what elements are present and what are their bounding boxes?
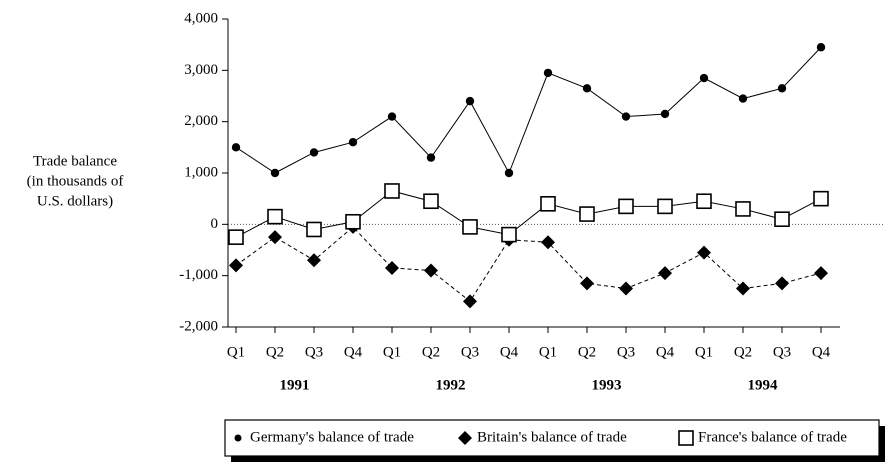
marker xyxy=(814,266,828,281)
marker xyxy=(504,168,514,178)
y-tick-label: 0 xyxy=(211,216,219,232)
marker xyxy=(268,230,282,245)
marker xyxy=(348,138,358,147)
marker xyxy=(582,84,592,93)
series-line xyxy=(235,226,822,303)
marker xyxy=(424,263,438,278)
marker xyxy=(384,183,400,199)
legend-marker xyxy=(458,431,472,445)
marker xyxy=(777,84,787,93)
legend: Germany's balance of trade Britain's bala… xyxy=(224,419,885,462)
marker xyxy=(306,221,322,238)
x-tick-label: Q4 xyxy=(500,344,519,360)
marker xyxy=(658,266,672,281)
marker xyxy=(657,198,673,215)
marker xyxy=(229,258,243,273)
marker xyxy=(696,193,712,210)
group-label: 1991 xyxy=(280,377,310,393)
marker xyxy=(463,294,477,309)
y-tick-label: 3,000 xyxy=(184,62,218,78)
marker xyxy=(579,206,595,222)
x-tick-label: Q3 xyxy=(773,344,791,360)
group-label: 1993 xyxy=(592,377,622,393)
marker xyxy=(774,211,790,227)
legend-marker xyxy=(234,434,242,442)
marker xyxy=(541,235,555,250)
marker xyxy=(736,281,750,296)
marker xyxy=(462,219,478,235)
marker xyxy=(697,245,711,260)
marker xyxy=(385,260,399,275)
y-tick-label: 2,000 xyxy=(184,113,218,129)
marker xyxy=(309,148,319,157)
marker xyxy=(660,109,670,119)
marker xyxy=(267,208,283,225)
y-axis-label: (in thousands of xyxy=(27,173,124,189)
marker xyxy=(813,190,829,207)
group-label: 1994 xyxy=(748,377,779,393)
marker xyxy=(426,153,436,162)
y-tick-label: 1,000 xyxy=(184,164,218,180)
x-tick-label: Q4 xyxy=(656,344,675,360)
series-line xyxy=(235,46,822,175)
x-tick-label: Q1 xyxy=(539,344,557,360)
marker xyxy=(540,196,556,212)
marker xyxy=(345,213,361,230)
y-tick-label: 4,000 xyxy=(184,10,218,26)
x-tick-label: Q1 xyxy=(695,344,713,360)
x-tick-label: Q1 xyxy=(383,344,401,360)
x-tick-label: Q2 xyxy=(422,344,440,360)
x-tick-label: Q4 xyxy=(812,344,831,360)
marker xyxy=(699,73,709,83)
marker xyxy=(775,276,789,291)
x-tick-label: Q4 xyxy=(344,344,363,360)
marker xyxy=(621,112,631,121)
marker xyxy=(735,201,751,217)
x-tick-label: Q2 xyxy=(578,344,596,360)
marker xyxy=(465,96,475,106)
series-line xyxy=(235,190,822,238)
legend-label: Germany's balance of trade xyxy=(250,429,414,445)
y-tick-label: -2,000 xyxy=(179,318,218,334)
marker xyxy=(231,143,241,152)
marker xyxy=(228,229,244,245)
marker xyxy=(501,226,517,243)
legend-marker xyxy=(678,430,694,446)
legend-label: Britain's balance of trade xyxy=(477,429,627,445)
marker xyxy=(619,281,633,296)
x-tick-label: Q3 xyxy=(305,344,323,360)
marker xyxy=(618,198,634,215)
marker xyxy=(387,112,397,121)
x-tick-label: Q2 xyxy=(266,344,284,360)
legend-label: France's balance of trade xyxy=(698,429,847,445)
x-tick-label: Q2 xyxy=(734,344,752,360)
y-axis-label: U.S. dollars) xyxy=(37,193,113,209)
marker xyxy=(580,276,594,291)
group-label: 1992 xyxy=(436,377,466,393)
y-tick-label: -1,000 xyxy=(179,267,218,283)
legend-box xyxy=(224,419,880,457)
marker xyxy=(307,253,321,268)
marker xyxy=(543,68,553,78)
x-tick-label: Q1 xyxy=(227,344,245,360)
marker xyxy=(270,168,280,178)
x-tick-label: Q3 xyxy=(461,344,479,360)
marker xyxy=(816,43,826,52)
marker xyxy=(423,193,439,210)
y-axis-label: Trade balance xyxy=(33,153,117,169)
marker xyxy=(738,94,748,103)
x-tick-label: Q3 xyxy=(617,344,635,360)
